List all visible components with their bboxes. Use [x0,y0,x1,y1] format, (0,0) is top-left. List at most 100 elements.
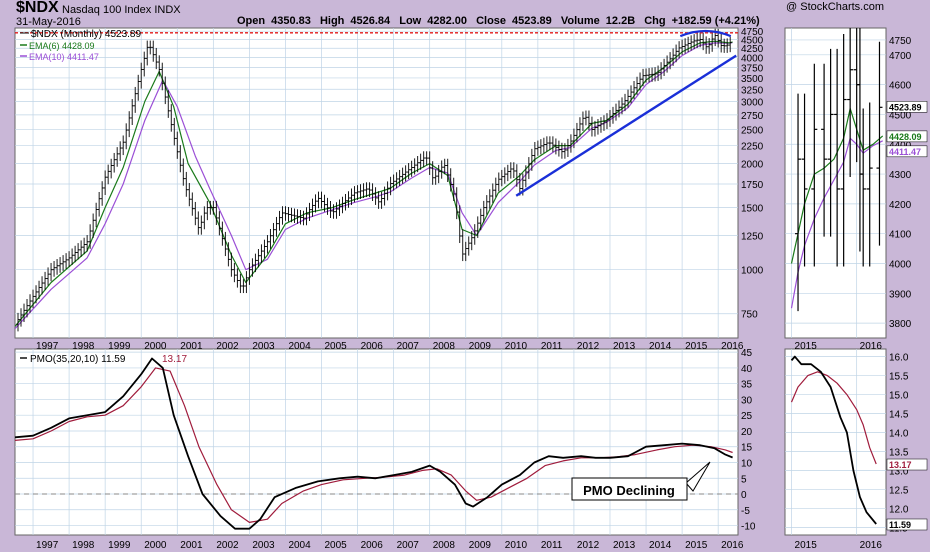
pmo-y-tick-label: 5 [741,474,747,485]
zoom-price-y-tick-label: 4000 [889,259,912,270]
price-x-tick-label: 1998 [72,341,95,352]
price-y-tick-label: 1750 [741,180,764,191]
price-panel [14,27,739,339]
pmo-x-tick-label: 2006 [361,540,384,551]
pmo-x-tick-label: 2012 [577,540,600,551]
zoom-pmo-signal-line [790,371,877,465]
price-y-tick-label: 4500 [741,35,764,46]
zoom-price-y-tick-label: 4100 [889,230,912,241]
callout-text: PMO Declining [583,483,675,498]
zoom-pmo-x-tick-label: 2016 [860,540,883,551]
rising-trendline [515,54,737,197]
quote-low-label: Low [399,15,422,27]
quote-open-label: Open [237,15,266,27]
pmo-y-tick-label: 25 [741,411,753,422]
symbol-title: $NDX [16,0,59,16]
price-x-tick-label: 1997 [36,341,59,352]
pmo-x-tick-label: 2007 [397,540,420,551]
price-y-tick-label: 3750 [741,63,764,74]
zoom-pmo-value-label-box [886,518,928,531]
pmo-x-tick-label: 2003 [252,540,275,551]
zoom-pmo-line [790,355,877,525]
price-x-tick-label: 2007 [397,341,420,352]
zoom-close-label-box [886,101,928,113]
clip-price-layer [15,28,738,332]
price-x-tick-label: 1999 [108,341,131,352]
zoom-price-y-tick-label: 4500 [889,110,912,121]
price-x-tick-label: 2004 [288,341,311,352]
pmo-x-tick-label: 2000 [144,540,167,551]
zoom-close-label: 4523.89 [889,102,922,112]
price-y-tick-label: 4250 [741,44,764,55]
callout-box [571,477,688,501]
pmo-y-tick-label: -5 [741,506,750,517]
zoom-pmo-y-tick-label: 12.5 [889,485,909,496]
symbol-description: Nasdaq 100 Index INDX [62,4,181,16]
pmo-line [15,357,733,530]
price-y-tick-label: 4750 [741,27,764,38]
ema10-line [15,41,733,330]
price-x-tick-label: 2013 [613,341,636,352]
zoom-pmo-y-tick-label: 12.0 [889,504,909,515]
pmo-x-tick-label: 2015 [685,540,708,551]
pmo-panel [14,348,739,536]
zoom-price-y-tick-label: 3900 [889,289,912,300]
pmo-x-tick-label: 2013 [613,540,636,551]
price-y-tick-label: 1250 [741,232,764,243]
clip-pmo-layer [15,357,733,530]
zoom-pmo-panel [784,348,887,536]
price-x-tick-label: 2006 [361,341,384,352]
price-x-tick-label: 2003 [252,341,275,352]
quote-close-label: Close [476,15,507,27]
price-y-tick-label: 2250 [741,142,764,153]
pmo-y-tick-label: 40 [741,364,753,375]
zoom-pmo-y-tick-label: 15.0 [889,391,909,402]
clip-zoom-pmo-layer [790,355,877,525]
clip-zoom-layer [790,28,884,312]
legend-pmo-label: PMO(35,20,10) 11.59 [30,354,126,365]
pmo-x-tick-label: 2002 [216,540,239,551]
zoom-ema10-line [790,137,883,309]
price-y-tick-label: 1500 [741,204,764,215]
quote-high-value: 4526.84 [350,15,391,27]
price-x-tick-label: 2015 [685,341,708,352]
price-x-tick-label: 2016 [721,341,744,352]
price-y-tick-label: 3500 [741,74,764,85]
rounded-top-arc [679,29,732,38]
pmo-x-tick-label: 2014 [649,540,672,551]
zoom-price-y-tick-label: 4700 [889,51,912,62]
price-y-tick-label: 4000 [741,53,764,64]
pmo-x-tick-label: 2008 [433,540,456,551]
pmo-x-tick-label: 2011 [541,540,563,551]
pmo-y-tick-label: 10 [741,458,753,469]
pmo-y-tick-label: 35 [741,380,753,391]
zoom-price-y-tick-label: 4750 [889,36,912,47]
zoom-pmo-y-tick-label: 14.0 [889,429,909,440]
zoom-pmo-y-tick-label: 13.0 [889,466,909,477]
pmo-x-tick-label: 2016 [721,540,744,551]
quote-chg-label: Chg [644,15,666,27]
price-x-tick-label: 2012 [577,341,600,352]
price-x-tick-label: 2014 [649,341,672,352]
price-x-tick-label: 2000 [144,341,167,352]
zoom-pmo-signal-label: 13.17 [889,460,912,470]
pmo-x-tick-label: 2010 [505,540,528,551]
pmo-y-tick-label: 20 [741,427,753,438]
legend-ema6-label: EMA(6) 4428.09 [29,41,95,51]
pmo-y-tick-label: -10 [741,522,756,533]
pmo-x-tick-label: 1998 [72,540,95,551]
pmo-x-tick-label: 2009 [469,540,492,551]
zoom-pmo-y-tick-label: 13.5 [889,447,909,458]
zoom-pmo-x-tick-label: 2015 [795,540,818,551]
legend-price-label: $NDX (Monthly) 4523.89 [31,29,141,40]
zoom-price-y-tick-label: 3800 [889,319,912,330]
chart-date: 31-May-2016 [16,16,81,28]
price-x-tick-label: 2005 [325,341,348,352]
zoom-pmo-y-tick-label: 16.0 [889,353,909,364]
quote-volume-label: Volume [560,15,600,27]
zoom-price-x-tick-label: 2016 [860,341,883,352]
price-x-tick-label: 2011 [541,341,563,352]
pmo-y-tick-label: 45 [741,348,753,359]
price-y-tick-label: 2000 [741,160,764,171]
